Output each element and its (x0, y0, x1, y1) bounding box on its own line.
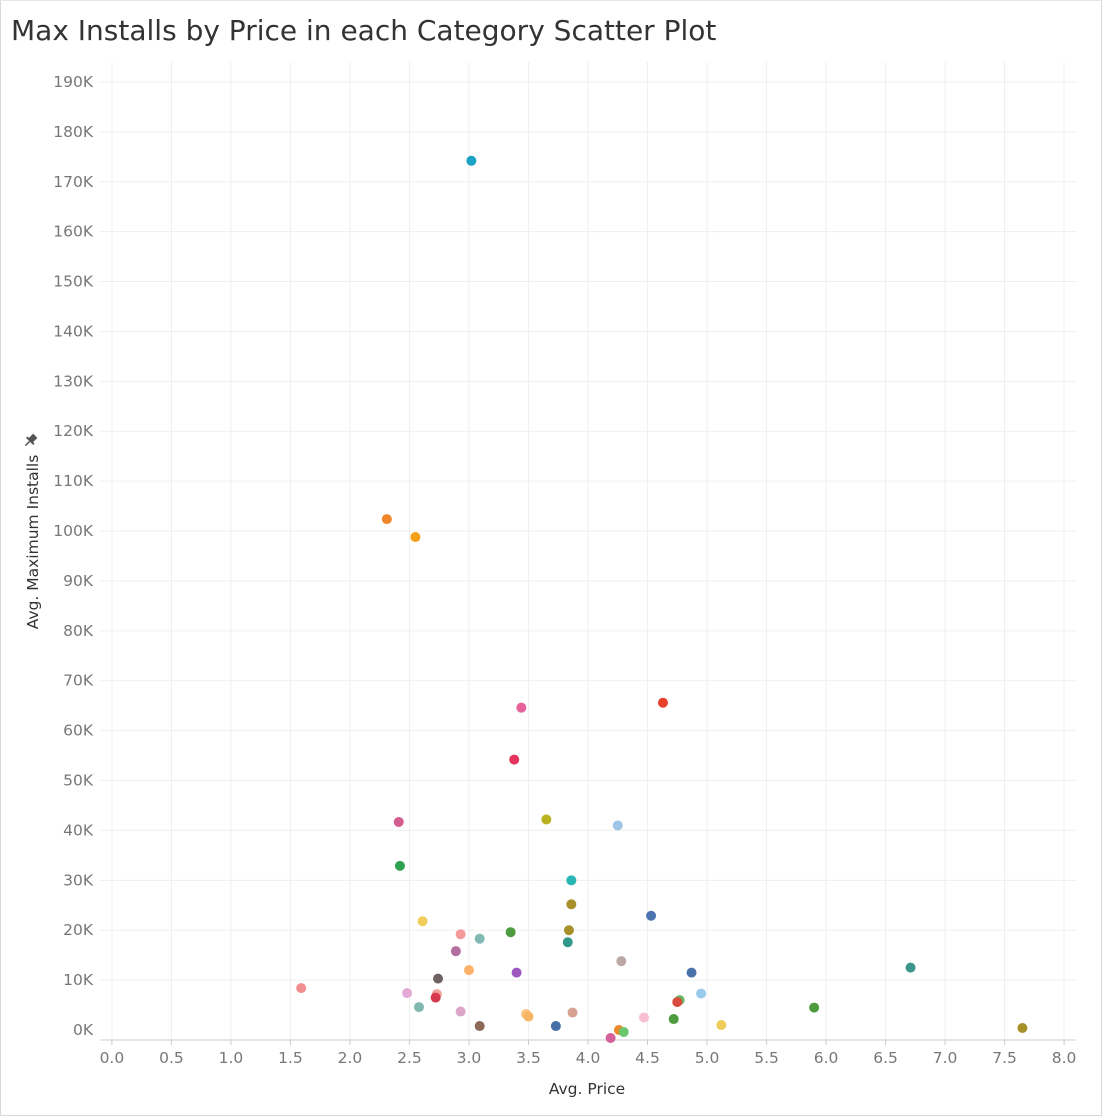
scatter-point[interactable] (566, 875, 577, 886)
scatter-point[interactable] (672, 997, 683, 1008)
x-tick-label: 3.0 (457, 1049, 482, 1067)
scatter-point[interactable] (541, 814, 552, 825)
scatter-point[interactable] (511, 967, 522, 978)
x-tick-label: 0.5 (159, 1049, 184, 1067)
x-tick-label: 6.0 (814, 1049, 839, 1067)
scatter-point[interactable] (509, 754, 520, 765)
scatter-point[interactable] (463, 965, 474, 976)
scatter-point[interactable] (393, 816, 404, 827)
scatter-point[interactable] (296, 983, 307, 994)
scatter-point[interactable] (605, 1033, 616, 1044)
x-tick-label: 1.5 (278, 1049, 303, 1067)
y-tick-label: 100K (53, 522, 94, 540)
y-tick-label: 150K (53, 273, 94, 291)
scatter-point[interactable] (410, 532, 421, 543)
scatter-point[interactable] (466, 155, 477, 166)
y-tick-label: 40K (63, 821, 94, 839)
scatter-point[interactable] (566, 899, 577, 910)
scatter-point[interactable] (523, 1011, 534, 1022)
y-axis-ticks: 0K 10K 20K 30K 40K 50K 60K 70K 80K 90K 100K 110K 120… (53, 73, 94, 1039)
x-tick-label: 2.5 (397, 1049, 422, 1067)
gridlines (100, 62, 1076, 1040)
scatter-point[interactable] (381, 514, 392, 525)
scatter-point[interactable] (455, 929, 466, 940)
scatter-point[interactable] (402, 988, 413, 999)
y-tick-label: 10K (63, 971, 94, 989)
scatter-point[interactable] (455, 1006, 466, 1017)
scatter-point[interactable] (716, 1020, 727, 1031)
y-tick-label: 80K (63, 622, 94, 640)
scatter-point[interactable] (394, 860, 405, 871)
scatter-point[interactable] (905, 962, 916, 973)
scatter-point[interactable] (618, 1027, 629, 1038)
chart-title: Max Installs by Price in each Category S… (11, 14, 717, 47)
x-tick-label: 3.5 (516, 1049, 541, 1067)
y-tick-label: 180K (53, 123, 94, 141)
y-tick-label: 20K (63, 921, 94, 939)
data-points[interactable] (296, 155, 1028, 1044)
scatter-point[interactable] (430, 992, 441, 1003)
scatter-point[interactable] (450, 946, 461, 957)
scatter-point[interactable] (657, 697, 668, 708)
scatter-point[interactable] (417, 916, 428, 927)
scatter-point[interactable] (646, 910, 657, 921)
y-tick-label: 60K (63, 722, 94, 740)
x-tick-label: 7.5 (992, 1049, 1017, 1067)
y-tick-label: 90K (63, 572, 94, 590)
y-tick-label: 120K (53, 422, 94, 440)
x-tick-label: 5.0 (695, 1049, 720, 1067)
scatter-point[interactable] (696, 988, 707, 999)
y-tick-label: 30K (63, 871, 94, 889)
x-tick-label: 0.0 (100, 1049, 125, 1067)
scatter-point[interactable] (474, 933, 485, 944)
y-tick-label: 170K (53, 173, 94, 191)
y-tick-label: 130K (53, 372, 94, 390)
x-tick-label: 7.0 (933, 1049, 958, 1067)
scatter-point[interactable] (612, 820, 623, 831)
scatter-point[interactable] (474, 1021, 485, 1032)
x-tick-label: 2.0 (338, 1049, 363, 1067)
x-tick-label: 4.0 (576, 1049, 601, 1067)
x-tick-label: 6.5 (873, 1049, 898, 1067)
scatter-point[interactable] (563, 925, 574, 936)
scatter-point[interactable] (668, 1014, 679, 1025)
scatter-point[interactable] (809, 1002, 820, 1013)
scatter-point[interactable] (505, 927, 516, 938)
y-tick-label: 190K (53, 73, 94, 91)
x-axis-ticks: 0.0 0.5 1.0 1.5 2.0 2.5 3.0 3.5 4.0 4.5 5.0 5.5 6.0 6… (100, 1040, 1077, 1067)
y-axis-title: Avg. Maximum Installs (24, 455, 42, 630)
scatter-point[interactable] (616, 956, 627, 967)
scatter-point[interactable] (413, 1002, 424, 1013)
x-axis-title: Avg. Price (549, 1080, 625, 1098)
x-tick-label: 5.5 (754, 1049, 779, 1067)
scatter-point[interactable] (686, 967, 697, 978)
scatter-point[interactable] (562, 937, 573, 948)
y-tick-label: 110K (53, 472, 94, 490)
y-tick-label: 50K (63, 772, 94, 790)
scatter-point[interactable] (433, 973, 444, 984)
y-tick-label: 0K (73, 1021, 94, 1039)
x-tick-label: 1.0 (219, 1049, 244, 1067)
pin-icon[interactable] (22, 432, 39, 449)
scatter-point[interactable] (567, 1007, 578, 1018)
y-tick-label: 70K (63, 672, 94, 690)
x-tick-label: 8.0 (1052, 1049, 1077, 1067)
x-tick-label: 4.5 (635, 1049, 660, 1067)
scatter-point[interactable] (1017, 1023, 1028, 1034)
y-tick-label: 140K (53, 322, 94, 340)
scatter-point[interactable] (550, 1021, 561, 1032)
y-tick-label: 160K (53, 223, 94, 241)
scatter-point[interactable] (638, 1012, 649, 1023)
scatter-point[interactable] (516, 702, 527, 713)
